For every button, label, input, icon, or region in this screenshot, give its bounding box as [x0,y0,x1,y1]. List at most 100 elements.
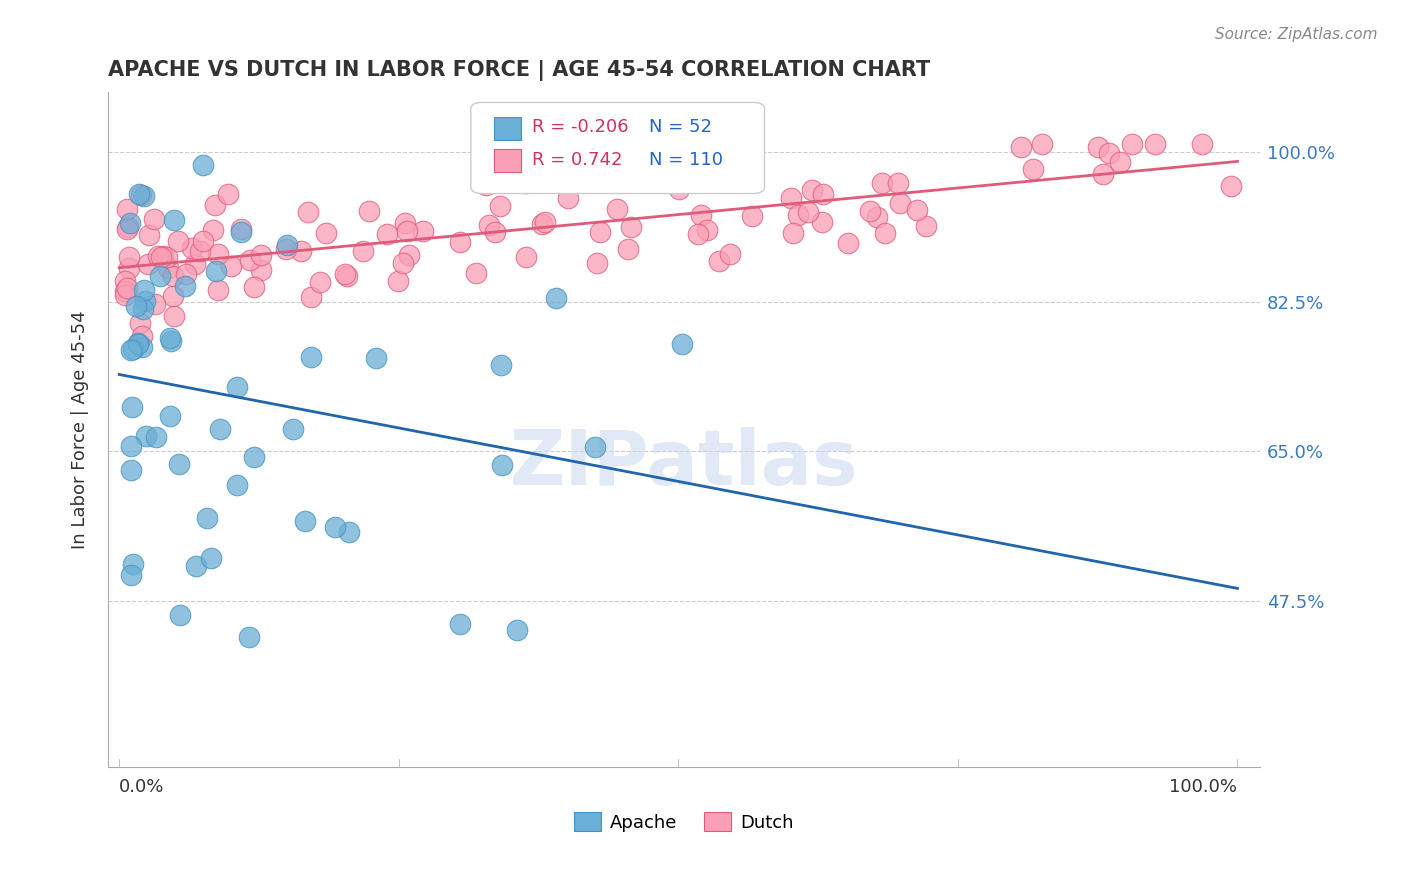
Point [115,280,138,294]
Point [491,458,513,473]
Point [1121,136,1143,151]
Point [299,289,322,303]
Point [859,203,882,218]
Point [283,422,305,436]
Point [114,284,136,298]
Point [127,337,149,351]
Text: R = -0.206: R = -0.206 [531,119,628,136]
Point [117,220,139,235]
FancyBboxPatch shape [471,103,765,194]
Point [297,205,319,219]
Point [515,176,537,190]
Point [225,478,247,492]
Point [131,302,153,317]
Point [149,268,172,283]
Point [250,263,273,277]
Point [546,291,568,305]
Point [143,297,166,311]
Point [134,294,156,309]
Point [813,186,835,201]
Point [201,223,224,237]
Point [163,213,186,227]
Point [159,331,181,345]
Point [914,219,936,234]
Point [217,187,239,202]
Point [129,188,152,202]
Point [118,250,141,264]
Point [276,238,298,252]
Y-axis label: In Labor Force | Age 45-54: In Labor Force | Age 45-54 [72,310,89,549]
Point [449,235,471,250]
Point [122,342,145,356]
Point [200,550,222,565]
Point [787,209,810,223]
Point [1021,161,1043,176]
Point [249,248,271,262]
Point [114,288,136,302]
Point [796,205,818,219]
Point [1092,167,1115,181]
Point [494,153,516,168]
Point [398,248,420,262]
Point [120,216,142,230]
Point [506,623,529,637]
Point [169,607,191,622]
Point [195,511,218,525]
Point [905,202,928,217]
Point [484,226,506,240]
Text: R = 0.742: R = 0.742 [531,151,623,169]
Legend: Apache, Dutch: Apache, Dutch [565,804,803,841]
Point [160,334,183,348]
Point [779,191,801,205]
Point [800,183,823,197]
Point [707,254,730,268]
Point [337,525,360,540]
Point [294,514,316,528]
Point [1031,136,1053,151]
Point [1219,179,1241,194]
Point [127,335,149,350]
Point [449,616,471,631]
Point [243,280,266,294]
Point [620,219,643,234]
Point [114,273,136,287]
Point [183,257,205,271]
Point [1191,136,1213,151]
Point [585,256,607,270]
Point [157,260,180,275]
Point [155,251,177,265]
Point [128,187,150,202]
Point [174,278,197,293]
Point [162,268,184,283]
Point [1109,155,1132,169]
Point [238,631,260,645]
Point [145,430,167,444]
Point [889,196,911,211]
Point [557,191,579,205]
Point [1144,136,1167,151]
Point [377,227,399,242]
Point [163,309,186,323]
Point [174,267,197,281]
Point [239,253,262,268]
Point [1098,145,1121,160]
Point [169,457,191,471]
Point [690,208,713,222]
Point [184,559,207,574]
Point [120,567,142,582]
Text: N = 110: N = 110 [650,151,723,169]
Point [364,351,387,366]
Point [219,260,242,274]
Point [129,316,152,330]
Point [1010,140,1032,154]
Point [396,224,419,238]
Point [352,244,374,259]
Point [188,244,211,259]
Point [131,329,153,343]
Text: ZIPatlas: ZIPatlas [509,426,858,500]
Point [333,267,356,281]
Point [207,283,229,297]
Point [143,212,166,227]
Point [412,224,434,238]
Point [125,299,148,313]
